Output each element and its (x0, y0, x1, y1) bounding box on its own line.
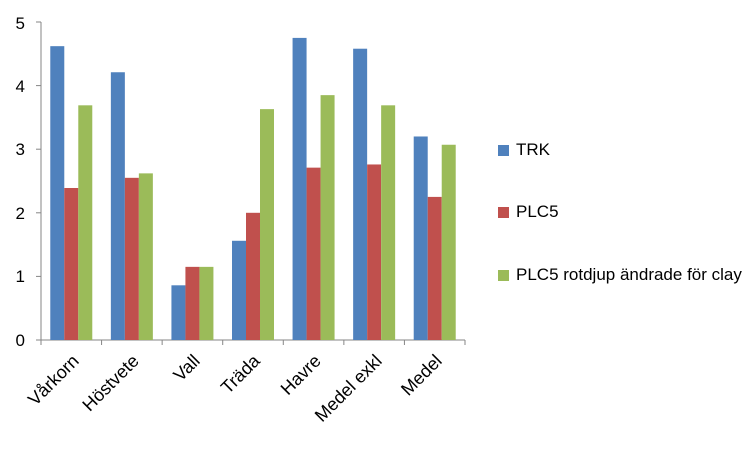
bar-plc5-1 (124, 177, 139, 340)
y-tick-label-3: 3 (16, 140, 25, 159)
bar-plc5-rotdjup-ndrade-f-r-clay-4 (320, 95, 335, 340)
bar-trk-3 (232, 240, 246, 340)
legend-label-plc5: PLC5 (516, 202, 559, 221)
bar-plc5-rotdjup-ndrade-f-r-clay-2 (199, 266, 214, 340)
bar-plc5-rotdjup-ndrade-f-r-clay-5 (381, 105, 396, 340)
x-category-label-medel: Medel (397, 351, 446, 400)
bar-trk-0 (50, 46, 65, 340)
bar-plc5-4 (306, 167, 321, 340)
y-tick-label-2: 2 (16, 204, 25, 223)
y-axis-labels: 0 1 2 3 4 5 (16, 14, 25, 350)
x-category-label-varkorn: Vårkorn (24, 351, 83, 410)
bar-plc5-6 (427, 196, 442, 340)
y-tick-label-0: 0 (16, 331, 25, 350)
x-category-label-havre: Havre (277, 351, 325, 399)
bar-trk-5 (353, 48, 368, 340)
bar-trk-1 (110, 72, 125, 340)
legend-label-trk: TRK (516, 140, 550, 159)
bar-plc5-rotdjup-ndrade-f-r-clay-0 (78, 105, 93, 340)
legend-swatch-plc5 (498, 207, 509, 218)
bar-plc5-rotdjup-ndrade-f-r-clay-3 (260, 109, 274, 340)
legend-label-plc5-rotdjup: PLC5 rotdjup ändrade för clay (516, 265, 742, 284)
legend-swatch-plc5-rotdjup (498, 270, 509, 281)
y-tick-label-1: 1 (16, 267, 25, 286)
bar-plc5-5 (367, 164, 382, 340)
y-tick-label-4: 4 (16, 77, 25, 96)
bar-plc5-rotdjup-ndrade-f-r-clay-6 (441, 144, 456, 340)
x-category-label-medel-exkl: Medel exkl (311, 351, 386, 426)
bar-plc5-rotdjup-ndrade-f-r-clay-1 (138, 173, 153, 340)
bar-plc5-2 (185, 266, 200, 340)
y-tick-label-5: 5 (16, 14, 25, 33)
bar-trk-6 (413, 136, 428, 340)
chart-bars (50, 37, 456, 341)
legend-swatch-trk (498, 145, 509, 156)
bar-trk-2 (171, 285, 186, 340)
bar-plc5-0 (64, 187, 79, 340)
x-category-label-vall: Vall (169, 351, 203, 385)
bar-trk-4 (292, 37, 307, 341)
x-category-label-trada: Träda (217, 350, 265, 398)
x-axis-labels: Vårkorn Höstvete Vall Träda Havre Medel … (24, 350, 446, 426)
bar-plc5-3 (246, 212, 260, 340)
x-category-label-hostvete: Höstvete (78, 351, 142, 415)
